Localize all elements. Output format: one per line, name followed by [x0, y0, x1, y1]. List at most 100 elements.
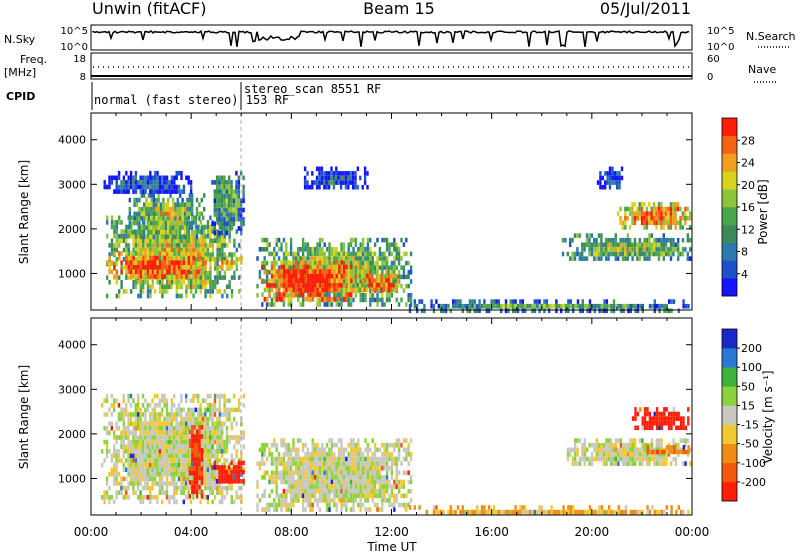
range-gate-cell — [180, 430, 183, 436]
range-gate-cell — [280, 493, 283, 499]
range-gate-cell — [146, 462, 149, 468]
range-gate-cell — [125, 184, 128, 190]
range-gate-cell — [684, 215, 687, 221]
range-gate-cell — [139, 247, 142, 253]
range-gate-cell — [146, 269, 150, 275]
range-gate-cell — [183, 234, 187, 240]
range-gate-cell — [318, 465, 322, 471]
range-gate-cell — [225, 485, 229, 491]
range-gate-cell — [326, 273, 329, 279]
range-gate-cell — [187, 467, 190, 472]
range-gate-cell — [182, 467, 185, 472]
range-gate-cell — [313, 498, 317, 503]
range-gate-cell — [163, 243, 166, 248]
range-gate-cell — [607, 242, 610, 248]
nsky-trace — [92, 29, 690, 48]
range-gate-cell — [168, 472, 171, 477]
range-gate-cell — [191, 466, 194, 471]
range-gate-cell — [139, 293, 142, 299]
range-gate-cell — [352, 456, 355, 462]
range-gate-cell — [218, 270, 222, 276]
range-gate-cell — [175, 481, 178, 486]
range-gate-cell — [394, 282, 398, 288]
range-gate-cell — [173, 175, 176, 181]
range-gate-cell — [265, 237, 269, 243]
range-gate-cell — [228, 216, 231, 222]
range-gate-cell — [179, 216, 182, 221]
range-gate-cell — [233, 260, 236, 265]
range-gate-cell — [686, 206, 689, 212]
range-gate-cell — [677, 247, 680, 252]
range-gate-cell — [373, 456, 377, 462]
range-gate-cell — [330, 465, 334, 471]
range-gate-cell — [235, 474, 238, 479]
range-gate-cell — [304, 456, 307, 462]
range-gate-cell — [292, 461, 295, 466]
range-gate-cell — [180, 421, 183, 426]
range-gate-cell — [218, 233, 222, 239]
range-gate-cell — [175, 458, 178, 463]
range-gate-cell — [233, 238, 236, 244]
range-gate-cell — [157, 220, 160, 226]
range-gate-cell — [158, 416, 161, 422]
range-gate-cell — [230, 189, 233, 194]
range-gate-cell — [225, 426, 229, 431]
range-gate-cell — [361, 287, 364, 292]
range-gate-cell — [263, 470, 266, 476]
range-gate-cell — [221, 412, 224, 417]
range-gate-cell — [416, 303, 419, 309]
range-gate-cell — [153, 421, 157, 426]
range-gate-cell — [158, 403, 161, 408]
range-gate-cell — [182, 421, 185, 426]
range-gate-cell — [118, 220, 121, 225]
range-gate-cell — [459, 299, 462, 304]
range-gate-cell — [624, 242, 627, 248]
range-gate-cell — [373, 470, 377, 476]
range-gate-cell — [118, 255, 121, 261]
range-gate-cell — [151, 444, 154, 449]
range-gate-cell — [204, 247, 207, 253]
range-gate-cell — [395, 247, 398, 252]
range-gate-cell — [328, 260, 331, 266]
range-gate-cell — [368, 282, 371, 288]
power-cells — [103, 113, 692, 314]
range-gate-cell — [144, 416, 147, 422]
range-gate-cell — [321, 442, 324, 448]
range-gate-cell — [197, 224, 200, 230]
range-gate-cell — [211, 474, 214, 479]
range-gate-cell — [146, 238, 150, 244]
range-gate-cell — [304, 479, 307, 485]
range-gate-cell — [684, 247, 687, 252]
range-gate-cell — [233, 458, 236, 463]
range-gate-cell — [120, 412, 123, 417]
range-gate-cell — [385, 265, 389, 270]
range-gate-cell — [206, 467, 209, 472]
range-gate-cell — [287, 287, 291, 293]
range-gate-cell — [120, 476, 123, 482]
range-gate-cell — [552, 303, 556, 309]
range-gate-cell — [614, 237, 617, 243]
range-gate-cell — [359, 447, 362, 453]
range-gate-cell — [388, 502, 391, 508]
range-gate-cell — [321, 475, 324, 480]
range-gate-cell — [147, 230, 151, 235]
range-gate-cell — [232, 216, 236, 222]
range-gate-cell — [306, 260, 310, 265]
range-gate-cell — [218, 189, 221, 194]
range-gate-cell — [186, 225, 189, 230]
range-gate-cell — [175, 444, 178, 449]
range-gate-cell — [174, 220, 177, 226]
range-gate-cell — [151, 184, 154, 190]
range-gate-cell — [170, 269, 174, 275]
range-gate-cell — [230, 289, 234, 294]
range-gate-cell — [188, 207, 191, 212]
range-gate-cell — [299, 247, 302, 252]
range-gate-cell — [117, 426, 121, 431]
range-gate-cell — [357, 493, 360, 499]
range-gate-cell — [120, 485, 123, 491]
range-gate-cell — [120, 238, 123, 244]
range-gate-cell — [383, 256, 386, 261]
range-gate-cell — [132, 238, 135, 244]
range-gate-cell — [211, 224, 214, 230]
range-gate-cell — [337, 475, 341, 480]
